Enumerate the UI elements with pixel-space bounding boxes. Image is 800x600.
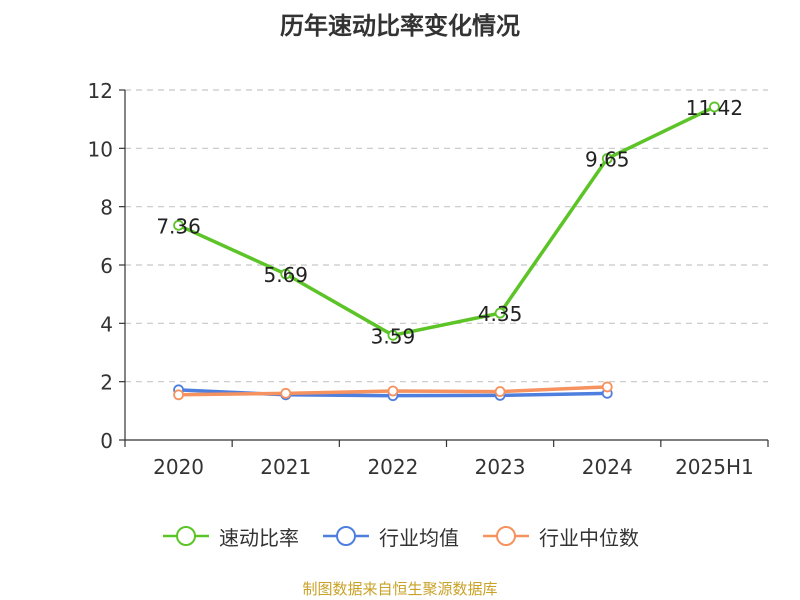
data-point	[280, 387, 292, 399]
y-tick-label: 12	[88, 79, 113, 103]
y-tick-label: 6	[100, 254, 113, 278]
y-tick-label: 8	[100, 196, 113, 220]
x-tick-label: 2023	[475, 455, 526, 479]
data-label: 5.69	[263, 263, 308, 287]
legend-label: 行业中位数	[539, 525, 639, 550]
y-tick-label: 0	[100, 429, 113, 453]
x-tick-label: 2020	[153, 455, 204, 479]
source-note: 制图数据来自恒生聚源数据库	[302, 580, 498, 598]
data-label: 11.42	[686, 96, 743, 120]
legend-marker-icon	[163, 526, 209, 546]
grid-layer	[125, 89, 768, 383]
legend: 速动比率 行业均值 行业中位数	[0, 518, 800, 554]
legend-marker-icon	[483, 526, 529, 546]
axis-layer: 0 2 4 6 8 10 12 2020 2021 2022 2023 2024 2025H1	[88, 79, 769, 479]
x-tick-label: 2025H1	[675, 455, 754, 479]
y-tick-label: 2	[100, 371, 113, 395]
data-point	[601, 381, 613, 393]
series-layer	[173, 101, 720, 402]
y-tick-label: 4	[100, 312, 113, 336]
y-tick-label: 10	[88, 137, 113, 161]
data-point	[494, 307, 506, 319]
data-point	[601, 153, 613, 164]
data-label: 9.65	[585, 148, 630, 172]
data-point	[494, 386, 506, 397]
legend-label: 行业均值	[379, 525, 459, 550]
data-label: 4.35	[478, 302, 523, 326]
data-point	[173, 219, 184, 231]
legend-item[interactable]: 行业中位数	[481, 522, 639, 551]
x-tick-label: 2021	[260, 455, 311, 479]
x-tick-label: 2024	[582, 455, 633, 479]
data-point	[709, 101, 720, 113]
series-line	[177, 105, 716, 338]
data-point	[280, 268, 292, 280]
legend-item[interactable]: 行业均值	[321, 522, 459, 551]
data-point	[387, 385, 399, 397]
legend-item[interactable]: 速动比率	[161, 522, 299, 551]
x-tick-label: 2022	[367, 455, 418, 479]
data-point	[387, 329, 399, 341]
legend-label: 速动比率	[219, 525, 299, 550]
chart-title: 历年速动比率变化情况	[280, 12, 520, 40]
data-label-layer: 7.36 5.69 3.59 4.35 9.65 11.42	[156, 96, 743, 348]
data-label: 7.36	[156, 214, 201, 238]
legend-marker-icon	[323, 526, 369, 546]
data-point	[173, 389, 184, 401]
data-label: 3.59	[371, 324, 416, 348]
